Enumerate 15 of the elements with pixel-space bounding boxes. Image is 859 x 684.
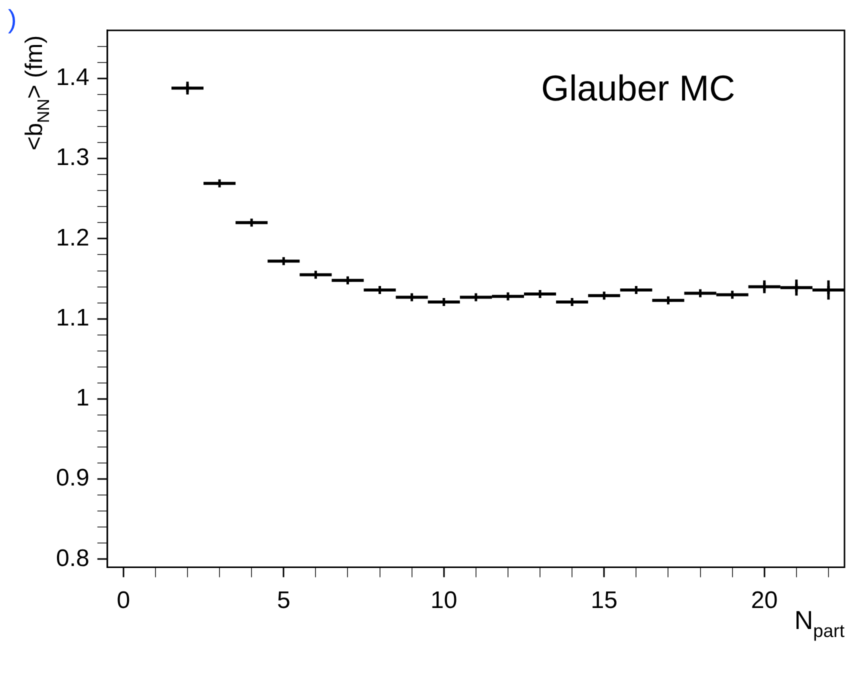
y-tick-label: 0.8: [56, 544, 90, 572]
x-tick-label: 5: [276, 587, 290, 614]
y-tick-label: 1.3: [56, 144, 90, 172]
y-tick-label: 1.2: [56, 224, 90, 252]
x-tick-label: 15: [590, 587, 618, 614]
text: ): [8, 4, 17, 34]
y-tick-label: 1.4: [56, 64, 90, 92]
y-tick-label: 1.1: [56, 304, 90, 332]
x-tick-label: 10: [430, 587, 458, 614]
y-axis-title: <bNN> (fm): [21, 35, 54, 150]
x-tick-label: 0: [116, 587, 130, 614]
y-tick-label: 1: [76, 384, 90, 412]
y-tick-label: 0.9: [56, 464, 90, 492]
x-tick-label: 20: [751, 587, 778, 614]
annotation: Glauber MC: [541, 67, 736, 108]
